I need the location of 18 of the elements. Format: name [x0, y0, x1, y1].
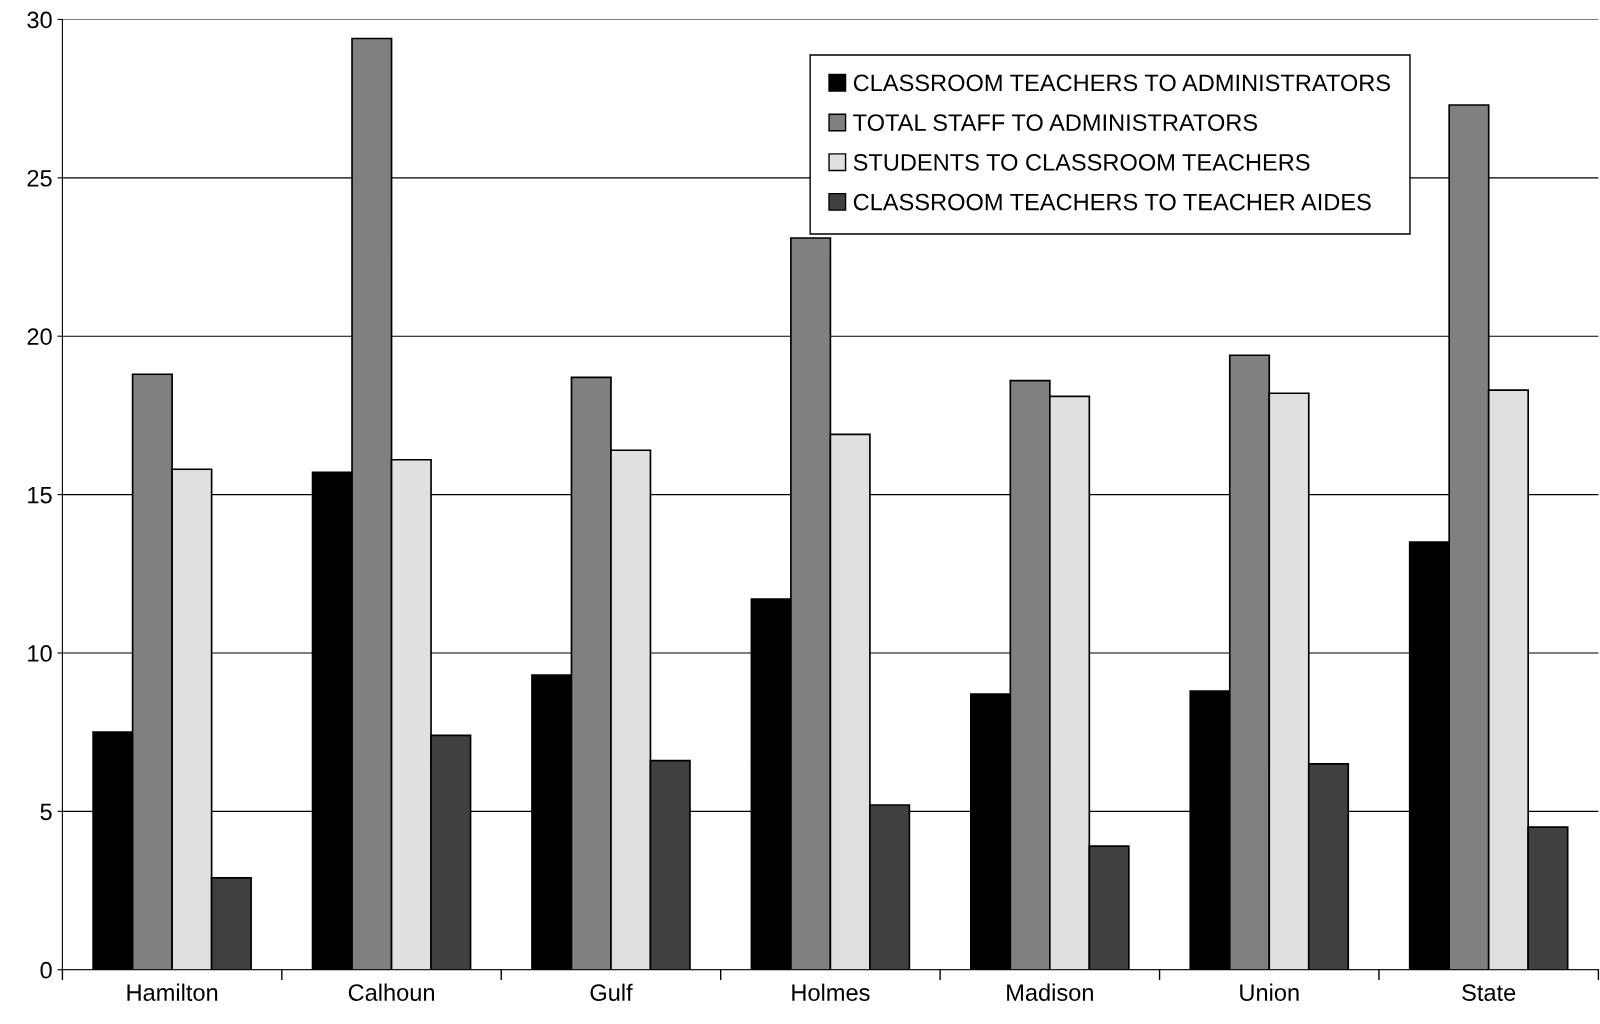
x-tick-label: Calhoun [348, 983, 434, 1001]
x-tick-label: Hamilton [127, 983, 218, 1001]
y-tick-label: 20 [27, 328, 52, 345]
y-tick-label: 30 [27, 11, 52, 29]
y-tick-label: 15 [28, 486, 52, 504]
x-tick-label: Madison [1007, 983, 1093, 1001]
legend-label: STUDENTS TO CLASSROOM TEACHERS [853, 153, 1310, 171]
x-tick-label: Holmes [792, 983, 870, 1001]
x-tick-label: Gulf [590, 983, 633, 1001]
legend-label: CLASSROOM TEACHERS TO TEACHER AIDES [853, 193, 1371, 211]
x-tick-label: Union [1240, 983, 1299, 1001]
y-tick-label: 25 [27, 169, 52, 187]
x-tick-label: State [1462, 984, 1516, 1001]
legend-label: CLASSROOM TEACHERS TO ADMINISTRATORS [853, 74, 1390, 92]
y-tick-label: 0 [40, 961, 52, 979]
legend-label: TOTAL STAFF TO ADMINISTRATORS [853, 114, 1258, 131]
y-tick-label: 5 [40, 803, 52, 821]
y-tick-label: 10 [28, 645, 52, 662]
